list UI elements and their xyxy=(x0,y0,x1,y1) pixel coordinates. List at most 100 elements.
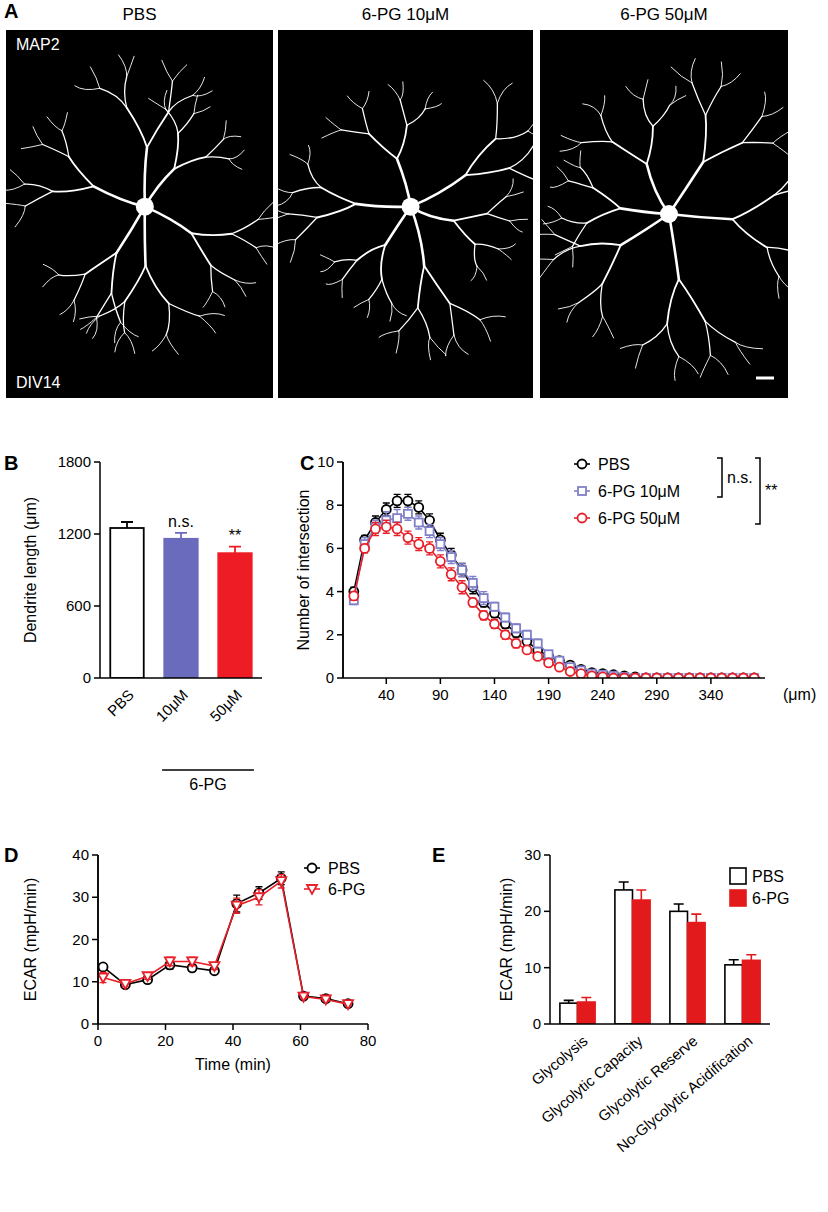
y-tick xyxy=(92,939,98,941)
significance: ** xyxy=(229,527,241,544)
dendrite xyxy=(465,168,509,175)
plot-area xyxy=(110,522,251,678)
point xyxy=(587,671,596,678)
dendrite xyxy=(510,221,523,232)
dendrite xyxy=(10,170,24,184)
group-line xyxy=(162,769,254,771)
dendrite xyxy=(62,131,69,157)
series-line xyxy=(103,878,348,1003)
dendrite xyxy=(152,334,166,351)
dendrite xyxy=(357,245,385,260)
dendrite xyxy=(550,181,568,188)
dendrite xyxy=(127,56,134,76)
y-tick xyxy=(92,1023,98,1025)
y-tick-label: 30 xyxy=(524,846,541,863)
point xyxy=(566,667,575,676)
legend-marker xyxy=(308,864,317,873)
dendrite xyxy=(399,308,418,331)
panel-label: A xyxy=(4,0,18,22)
dendrite xyxy=(620,345,642,349)
dendrite xyxy=(47,117,62,131)
point xyxy=(544,658,553,667)
dendrite xyxy=(69,157,94,187)
y-tick-label: 600 xyxy=(66,597,91,614)
point xyxy=(414,503,423,512)
y-tick-label: 2 xyxy=(326,626,334,643)
point xyxy=(382,522,391,531)
dendrite xyxy=(528,131,533,140)
dendrite xyxy=(778,276,779,298)
dendrite xyxy=(308,145,310,164)
dendrite xyxy=(308,164,321,187)
point xyxy=(414,540,423,549)
point xyxy=(458,566,466,574)
dendrite xyxy=(705,321,735,342)
dendrite xyxy=(341,279,342,297)
dendrite xyxy=(74,274,85,300)
image-title: PBS xyxy=(122,5,156,24)
y-axis-line xyxy=(99,462,101,678)
dendrite xyxy=(480,316,505,320)
dendrite xyxy=(484,80,498,103)
error-bar xyxy=(534,639,541,648)
point xyxy=(343,1000,353,1009)
point xyxy=(165,957,175,966)
point xyxy=(254,893,264,902)
dendrite xyxy=(497,83,512,103)
x-tick xyxy=(386,678,388,684)
dendrite xyxy=(290,155,308,165)
x-tick-label: 340 xyxy=(698,686,723,703)
point xyxy=(501,614,509,622)
x-tick-label: Glycolytic Capacity xyxy=(538,1032,646,1127)
y-tick-label: 10 xyxy=(72,973,89,990)
dendrite xyxy=(223,121,226,140)
dendrite xyxy=(583,104,601,116)
dendrite xyxy=(670,96,686,106)
point xyxy=(360,544,369,553)
dendrite xyxy=(540,234,555,236)
dendrite xyxy=(166,334,178,354)
dendrite xyxy=(578,284,602,303)
x-tick-label: 10μM xyxy=(152,686,191,725)
error-bar xyxy=(502,630,509,639)
dendrite xyxy=(75,86,100,90)
dendrite xyxy=(25,191,52,206)
dendrite xyxy=(381,245,385,279)
y-tick xyxy=(92,854,98,856)
error-bar xyxy=(491,620,498,629)
x-tick-label: 190 xyxy=(536,686,561,703)
legend-label: PBS xyxy=(598,456,630,473)
dendrite xyxy=(192,77,204,95)
dendrite xyxy=(572,246,574,267)
dendrite xyxy=(232,234,256,248)
y-tick xyxy=(337,461,343,463)
error-bar xyxy=(636,890,646,900)
x-tick xyxy=(300,1024,302,1030)
y-axis-line xyxy=(342,462,344,678)
dendrite xyxy=(703,143,742,162)
dendrite xyxy=(200,316,216,333)
dendrite xyxy=(100,302,125,317)
point xyxy=(458,583,467,592)
dendrite xyxy=(593,316,603,336)
dendrite xyxy=(43,264,58,274)
series-line xyxy=(354,501,754,678)
dendrite xyxy=(643,99,653,126)
dendrite xyxy=(706,86,722,115)
dendrite xyxy=(564,160,580,167)
dendrite xyxy=(506,179,513,197)
legend-swatch xyxy=(730,890,746,906)
x-tick-label: 60 xyxy=(292,1032,309,1049)
point xyxy=(534,639,542,647)
dendrite xyxy=(510,219,528,221)
dendrite xyxy=(669,214,679,279)
dendrite xyxy=(206,139,224,157)
page: {"images":{"panel":"A","titles":["PBS","… xyxy=(0,0,828,1212)
dendrite xyxy=(388,85,400,100)
error-bar xyxy=(404,531,411,544)
dendrite xyxy=(540,260,554,278)
error-bar xyxy=(361,544,368,553)
dendrite xyxy=(169,303,200,316)
plot-area xyxy=(349,494,758,678)
point xyxy=(490,603,498,611)
